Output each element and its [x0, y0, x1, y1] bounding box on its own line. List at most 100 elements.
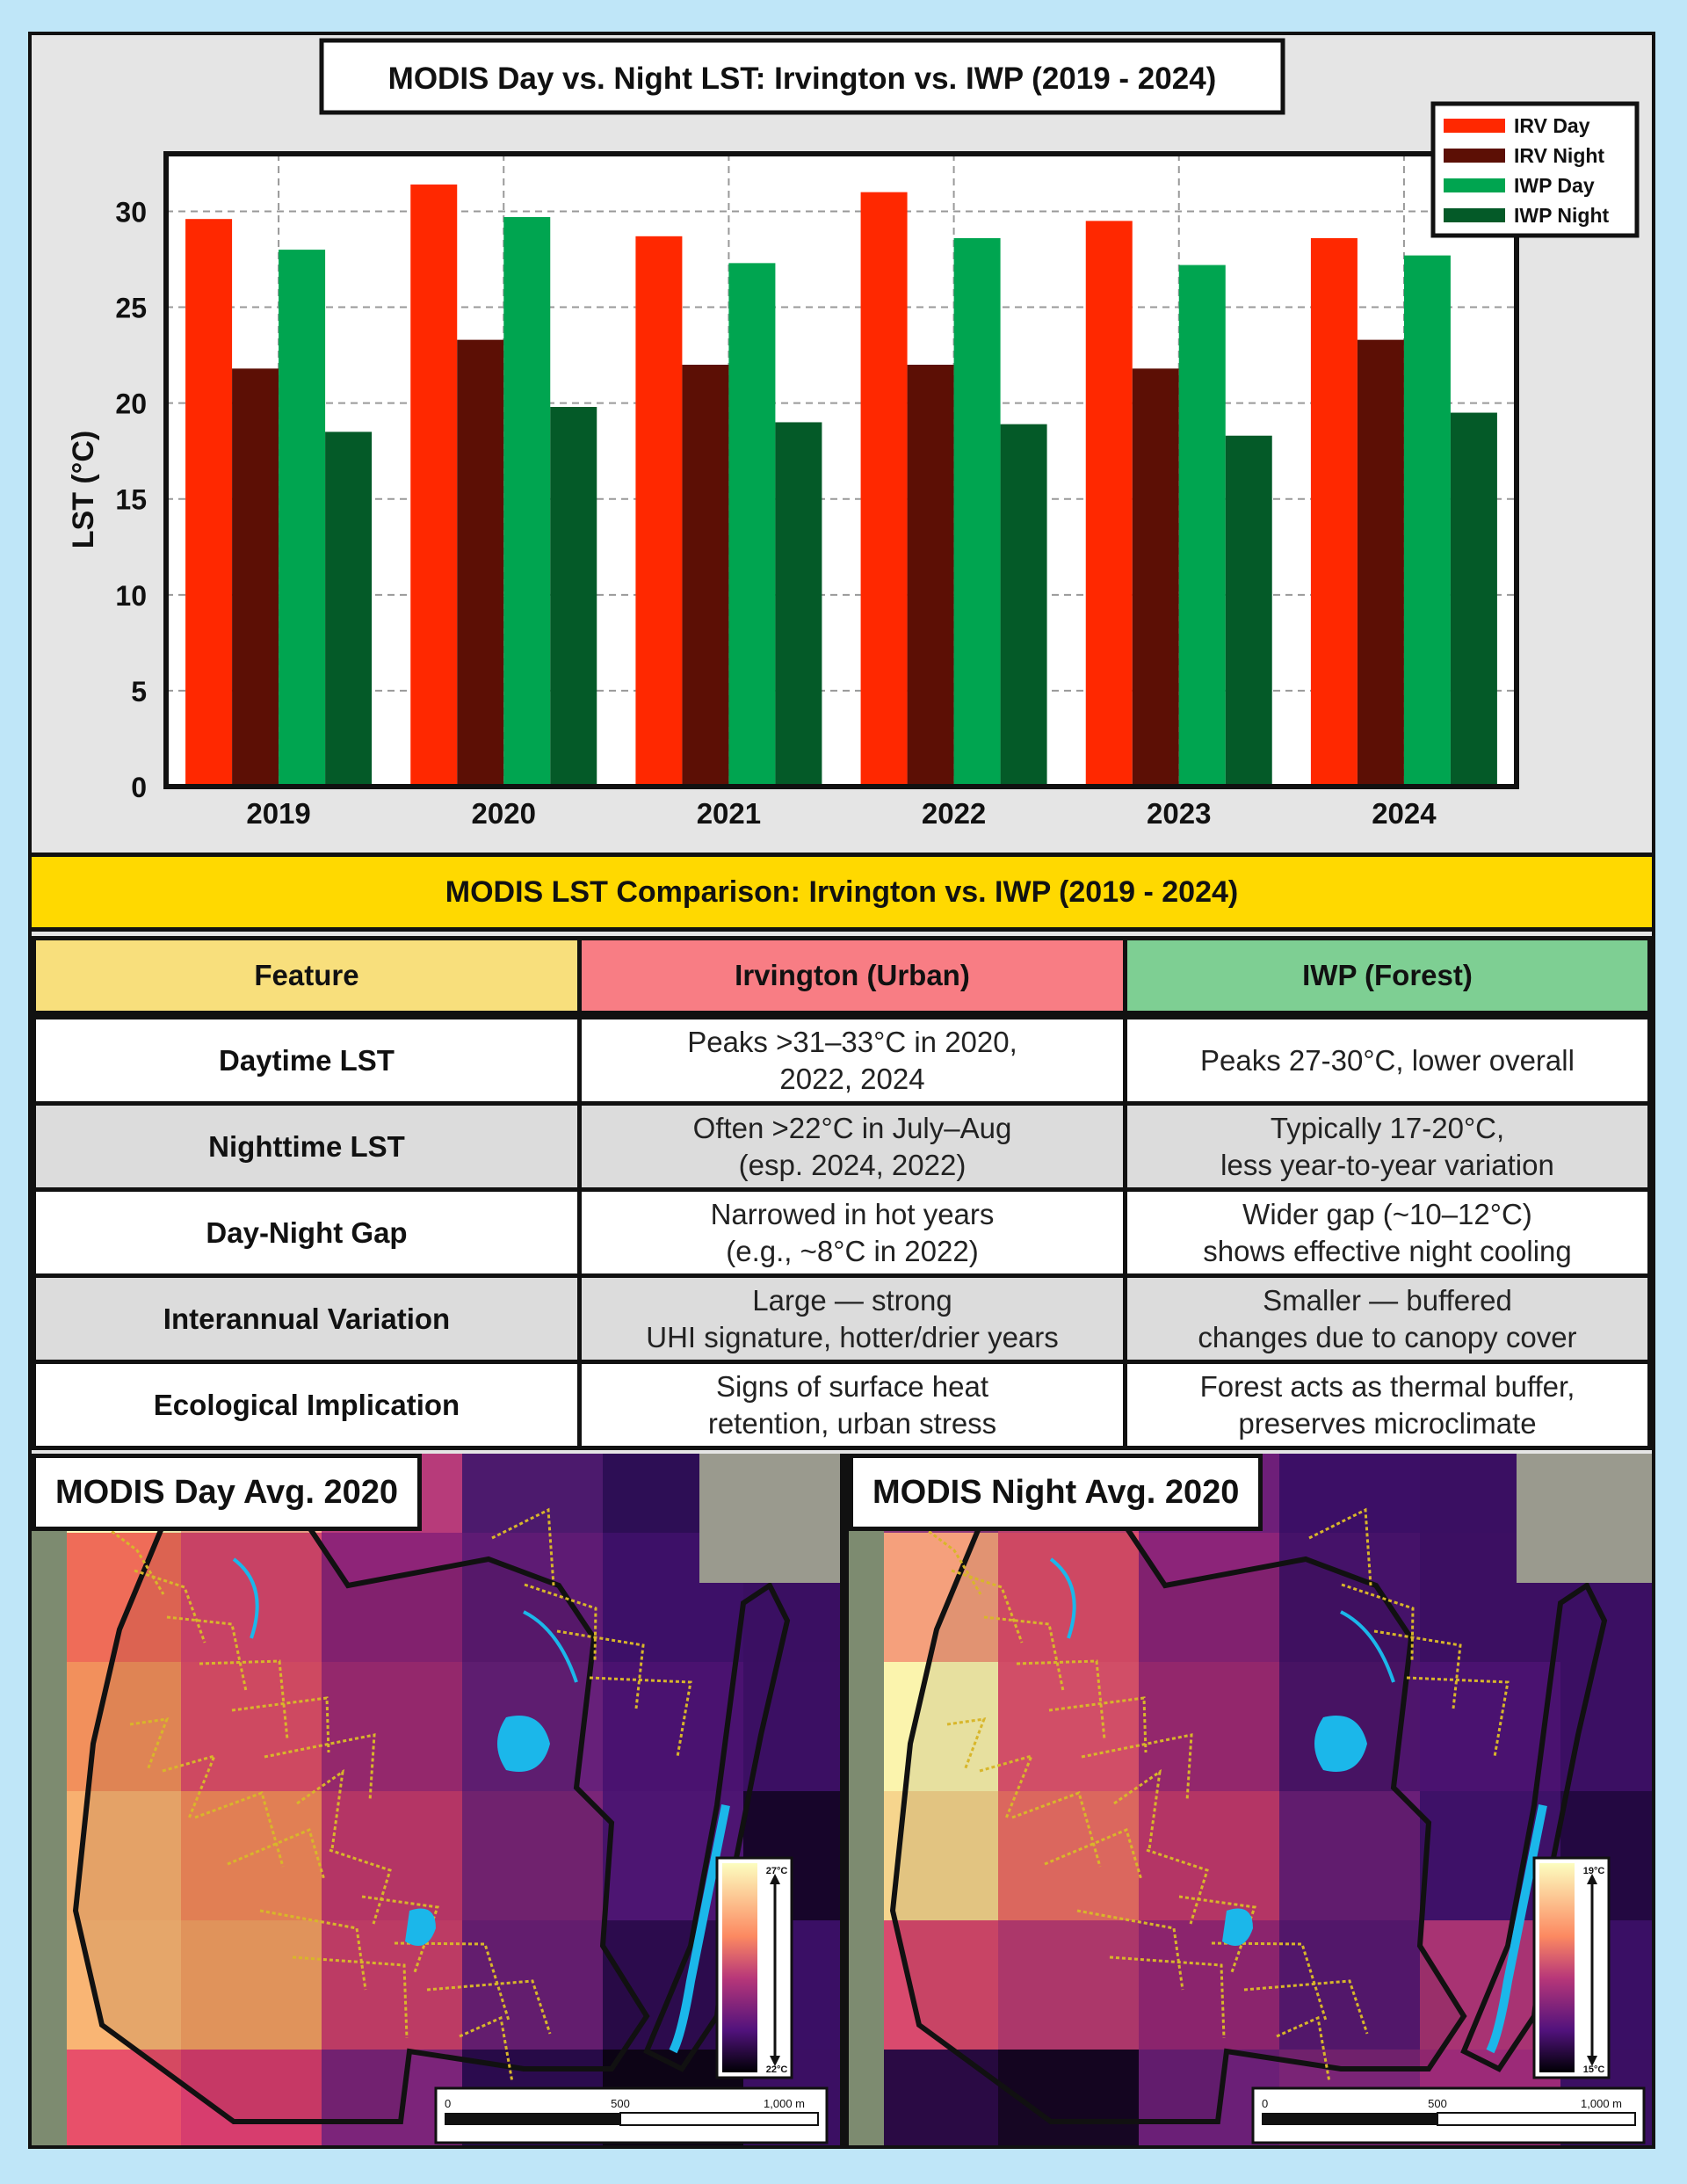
stream [232, 1557, 578, 1683]
row-irvington: Narrowed in hot years (e.g., ~8°C in 202… [577, 1187, 1127, 1278]
row-iwp: Forest acts as thermal buffer, preserves… [1123, 1360, 1652, 1450]
bar-irv-day [860, 192, 908, 787]
bar-iwp-day [1403, 255, 1451, 787]
x-tick-label: 2020 [472, 797, 536, 830]
bar-chart: MODIS Day vs. Night LST: Irvington vs. I… [32, 35, 1652, 853]
bar-irv-day [185, 219, 233, 787]
bar-irv-night [682, 365, 729, 787]
bar-iwp-night [775, 422, 822, 787]
lst-pixel [67, 1920, 181, 2050]
stream [1486, 1804, 1547, 2054]
map-divider [840, 1454, 849, 2145]
road [426, 1979, 552, 2035]
road [227, 1827, 326, 1881]
bar-irv-night [907, 365, 954, 787]
header-feature: Feature [32, 936, 582, 1015]
bar-irv-day [635, 236, 683, 787]
row-feature: Daytime LST [32, 1015, 582, 1106]
stream [1049, 1557, 1395, 1683]
bar-irv-night [232, 368, 279, 787]
legend-entry: IRV Day [1514, 114, 1590, 137]
road [1081, 1733, 1193, 1802]
table-title: MODIS LST Comparison: Irvington vs. IWP … [32, 853, 1652, 932]
x-tick-label: 2024 [1372, 797, 1437, 830]
night-map-title: MODIS Night Avg. 2020 [849, 1454, 1263, 1531]
bar-iwp-night [1450, 412, 1497, 787]
day-lst-map: 27°C 22°C 0 500 1,000 m [32, 1454, 840, 2145]
road [1011, 1791, 1102, 1868]
y-tick-label: 10 [115, 580, 147, 612]
lst-pixel [1279, 1791, 1420, 1920]
pond [1222, 1908, 1253, 1946]
road [329, 1848, 392, 1925]
infographic-frame: MODIS Day vs. Night LST: Irvington vs. I… [28, 32, 1655, 2149]
header-iwp: IWP (Forest) [1123, 936, 1652, 1015]
lst-pixel [743, 1662, 840, 1791]
road [524, 1583, 597, 1661]
legend-swatch [1444, 208, 1505, 222]
road [194, 1791, 285, 1868]
lst-pixel [998, 1662, 1139, 1791]
lst-pixel [998, 1533, 1139, 1662]
road [1276, 2015, 1331, 2083]
lst-pixel [884, 1662, 998, 1791]
lst-pixel [1139, 1662, 1279, 1791]
satellite-patch [1517, 1454, 1652, 1583]
road [1146, 1848, 1209, 1925]
road [1044, 1827, 1143, 1881]
row-feature: Nighttime LST [32, 1101, 582, 1192]
road [1016, 1659, 1106, 1740]
road [129, 1717, 170, 1771]
legend-entry: IRV Night [1514, 144, 1604, 167]
stream [669, 1804, 730, 2054]
bar-iwp-night [550, 407, 597, 787]
x-tick-label: 2023 [1147, 797, 1211, 830]
study-area-outline [889, 1503, 1467, 2124]
road [101, 1522, 165, 1595]
day-map-panel: 27°C 22°C 0 500 1,000 m MODIS Day Avg. 2020 [32, 1454, 840, 2145]
lst-pixel [462, 1454, 603, 1533]
basemap-strip [849, 1454, 884, 2145]
lst-pixel [884, 1920, 998, 2050]
road [1341, 1583, 1415, 1661]
lst-pixel [1560, 1662, 1652, 1791]
y-tick-label: 30 [115, 196, 147, 228]
scale-label: 1,000 m [764, 2097, 805, 2110]
lst-pixel [998, 1920, 1139, 2050]
colorbar [1539, 1863, 1575, 2072]
lst-pixel [67, 2050, 181, 2145]
road [1109, 1955, 1226, 2039]
x-tick-label: 2021 [697, 797, 761, 830]
chart-title: MODIS Day vs. Night LST: Irvington vs. I… [388, 62, 1217, 96]
y-tick-label: 0 [131, 772, 147, 803]
road [1076, 1909, 1184, 1991]
legend-min-label: 15°C [1583, 2064, 1605, 2075]
row-iwp: Typically 17-20°C, less year-to-year var… [1123, 1101, 1652, 1192]
y-tick-label: 5 [131, 676, 147, 707]
road [589, 1676, 692, 1758]
road [946, 1717, 987, 1771]
day-map-title: MODIS Day Avg. 2020 [32, 1454, 423, 1531]
scale-label: 0 [1262, 2097, 1268, 2110]
road [1308, 1507, 1372, 1586]
lst-pixel [322, 1920, 462, 2050]
road [918, 1522, 982, 1595]
legend-swatch [1444, 149, 1505, 163]
row-feature: Interannual Variation [32, 1273, 582, 1364]
road [1243, 1979, 1369, 2035]
road [292, 1955, 409, 2039]
road [231, 1696, 330, 1753]
row-iwp: Wider gap (~10–12°C) shows effective nig… [1123, 1187, 1652, 1278]
road [1178, 1895, 1257, 1973]
road [1113, 1768, 1162, 1850]
bar-irv-day [410, 184, 458, 787]
road [1373, 1629, 1462, 1709]
row-irvington: Peaks >31–33°C in 2020, 2022, 2024 [577, 1015, 1127, 1106]
road [264, 1733, 376, 1802]
road [1048, 1696, 1148, 1753]
bar-iwp-day [953, 238, 1001, 787]
header-irvington: Irvington (Urban) [577, 936, 1127, 1015]
night-lst-map: 19°C 15°C 0 500 1,000 m [849, 1454, 1652, 2145]
lst-pixel [322, 1533, 462, 1662]
scale-label: 500 [1428, 2097, 1447, 2110]
